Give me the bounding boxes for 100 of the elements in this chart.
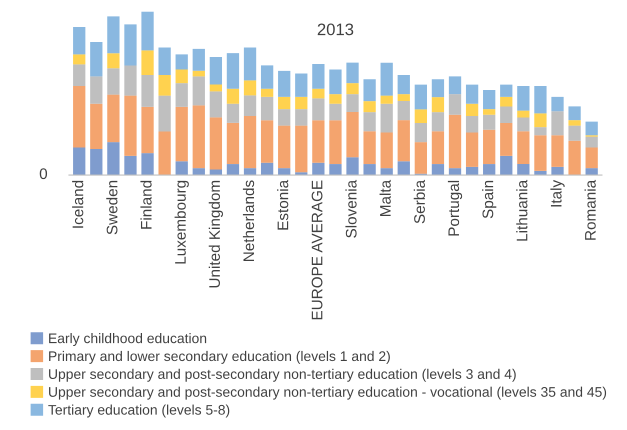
bar	[141, 153, 154, 176]
bar	[398, 94, 410, 101]
bar	[141, 75, 154, 107]
bar	[500, 84, 512, 97]
bar	[226, 164, 240, 176]
legend-label: Upper secondary and post-secondary non-tertiary education - vocational (levels 35 and 45)	[49, 386, 606, 400]
bar	[363, 131, 376, 164]
bar	[466, 84, 478, 104]
bar	[312, 162, 325, 176]
bar	[312, 120, 325, 163]
text: 0	[40, 168, 48, 180]
bar	[586, 122, 598, 136]
bar	[483, 90, 496, 110]
bar	[517, 164, 530, 176]
bar	[398, 75, 410, 94]
x-tick-label: Lithuania	[516, 180, 528, 241]
bar	[483, 130, 496, 164]
bar	[500, 156, 512, 176]
x-tick-label: Serbia	[414, 180, 425, 224]
bar	[448, 114, 462, 168]
x-tick-label: EUROPE AVERAGE	[312, 180, 322, 320]
bar	[432, 131, 444, 164]
bar	[398, 161, 410, 176]
bar	[534, 86, 547, 114]
bar	[432, 97, 444, 112]
bar	[551, 111, 564, 136]
bar	[278, 96, 290, 110]
bar	[107, 68, 120, 95]
bar	[124, 66, 137, 96]
bar	[226, 104, 240, 123]
bar	[329, 104, 342, 120]
bar	[73, 148, 86, 176]
legend-label: Early childhood education	[49, 333, 206, 346]
text: 2013	[318, 23, 354, 36]
bar	[107, 16, 120, 54]
bar	[380, 96, 393, 104]
bar	[329, 120, 342, 164]
bar	[414, 142, 428, 174]
bar	[414, 84, 428, 110]
bar	[346, 112, 359, 158]
bar	[466, 132, 478, 167]
x-tick-label: Malta	[380, 180, 391, 216]
legend-label: Primary and lower secondary education (levels 1 and 2)	[49, 350, 390, 364]
bar	[432, 164, 444, 176]
bar	[176, 69, 188, 84]
bar	[158, 48, 171, 76]
bar	[90, 149, 102, 176]
x-tick-label: Estonia	[277, 180, 288, 230]
bar	[176, 161, 188, 176]
bar	[483, 109, 496, 115]
bar	[466, 166, 478, 176]
bar	[466, 104, 478, 116]
bar	[73, 54, 86, 64]
bar	[414, 123, 428, 142]
bar	[568, 120, 581, 126]
bar	[380, 104, 393, 133]
bar	[517, 86, 530, 111]
bar	[551, 135, 564, 167]
bar	[363, 101, 376, 112]
bar	[534, 135, 547, 171]
bar	[363, 164, 376, 176]
bar	[210, 117, 222, 170]
bar	[192, 168, 205, 176]
bar	[244, 168, 256, 176]
bar	[568, 106, 581, 120]
bar	[210, 57, 222, 84]
bar	[210, 169, 222, 176]
bar	[278, 168, 290, 176]
bar	[244, 80, 256, 96]
bar	[260, 88, 274, 97]
bar	[176, 54, 188, 70]
bar	[295, 96, 308, 110]
bar	[141, 106, 154, 154]
bar	[312, 64, 325, 89]
bar	[278, 70, 290, 97]
bar	[210, 91, 222, 118]
bar	[73, 86, 86, 148]
bar	[586, 168, 598, 176]
bar	[346, 83, 359, 94]
bar	[73, 64, 86, 86]
bar	[210, 84, 222, 92]
bar	[278, 126, 290, 168]
bar	[124, 96, 137, 156]
bar	[346, 157, 359, 176]
x-tick-label: Sweden	[106, 180, 118, 234]
x-tick-label: Slovenia	[345, 180, 357, 238]
bar	[312, 98, 325, 120]
bar	[192, 105, 205, 168]
bar	[278, 109, 290, 126]
bar	[158, 132, 171, 176]
bar	[107, 53, 120, 68]
bar	[346, 94, 359, 112]
x-tick-label: Iceland	[72, 180, 84, 228]
bar	[586, 148, 598, 168]
bar	[329, 164, 342, 176]
legend-label: Tertiary education (levels 5-8)	[48, 404, 230, 418]
bar	[448, 168, 462, 176]
bar	[226, 53, 240, 89]
bar	[244, 116, 256, 168]
bar	[90, 104, 102, 150]
